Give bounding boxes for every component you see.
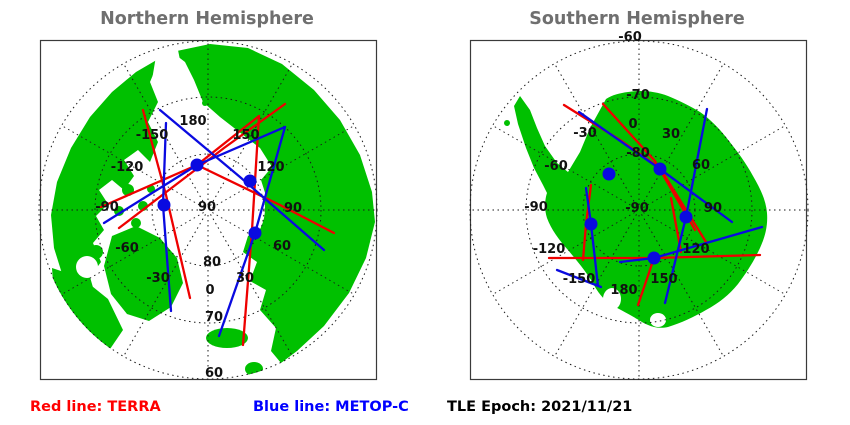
longitude-label: 90	[284, 201, 302, 216]
latitude-label: 90	[198, 200, 216, 215]
south-map: 0 30 60 90 120 150 180 -150 -120 -90 -60 -30 -60 -70 -…	[469, 30, 809, 381]
satellite-position-dot	[653, 162, 667, 176]
land-iceland	[206, 328, 248, 348]
sea-shelf-bite	[650, 313, 666, 327]
land-island	[248, 109, 254, 115]
land-island	[202, 100, 208, 106]
longitude-label: -120	[111, 160, 144, 175]
sea-bering-strait	[152, 40, 186, 112]
land-island	[224, 104, 232, 112]
longitude-label: -150	[563, 272, 596, 287]
longitude-label: 0	[205, 283, 214, 298]
south-satellite-tracks	[547, 102, 764, 307]
longitude-label: -60	[115, 241, 139, 256]
latitude-label: -70	[626, 88, 650, 103]
legend-red-line: Red line: TERRA	[30, 399, 161, 415]
terra-ground-track	[195, 163, 336, 235]
south-map-title: Southern Hemisphere	[529, 9, 745, 29]
longitude-label: 150	[650, 272, 677, 287]
satellite-position-dot	[679, 210, 693, 224]
longitude-label: -150	[136, 128, 169, 143]
north-grid-labels: 180 150 120 90 60 30 0 -30 -60 -90 -120 -150 90 80 70 6…	[95, 114, 302, 381]
latitude-circle	[525, 96, 753, 324]
land-island	[89, 245, 103, 259]
north-graticule	[38, 40, 378, 380]
land-island	[504, 120, 510, 126]
terra-ground-track	[601, 102, 697, 232]
terra-ground-track	[141, 108, 192, 300]
satellite-position-dot	[190, 158, 204, 172]
longitude-label: -90	[524, 200, 548, 215]
legend-tle-epoch: TLE Epoch: 2021/11/21	[447, 399, 632, 415]
north-landmasses	[51, 40, 375, 376]
latitude-label: 70	[205, 310, 223, 325]
longitude-label: 30	[236, 271, 254, 286]
longitude-label: -30	[573, 126, 597, 141]
latitude-circle	[38, 40, 378, 380]
satellite-position-dot	[248, 226, 262, 240]
terra-ground-track	[117, 102, 287, 230]
longitude-label: -90	[95, 200, 119, 215]
land-greenland	[104, 226, 183, 321]
longitude-label: 60	[692, 158, 710, 173]
latitude-label: 60	[205, 366, 223, 381]
longitude-label: -60	[544, 159, 568, 174]
north-map-title: Northern Hemisphere	[100, 9, 314, 29]
latitude-label: -60	[618, 30, 642, 45]
land-antarctica	[514, 91, 768, 328]
satellite-position-dot	[157, 198, 171, 212]
longitude-label: -30	[146, 271, 170, 286]
satellite-position-dot	[647, 251, 661, 265]
south-graticule	[469, 40, 809, 380]
north-satellite-tracks	[99, 102, 336, 347]
north-map: 180 150 120 90 60 30 0 -30 -60 -90 -120 -150 90 80 70 6…	[38, 39, 378, 381]
metopc-ground-track	[158, 108, 326, 252]
latitude-circle	[94, 96, 322, 324]
sea-hudson-bay	[76, 256, 98, 278]
longitude-label: 180	[179, 114, 206, 129]
land-island	[131, 218, 141, 228]
satellite-position-dot	[243, 174, 257, 188]
south-landmasses	[504, 91, 768, 328]
legend: Red line: TERRA Blue line: METOP-C TLE E…	[30, 399, 632, 415]
satellite-position-dot	[602, 167, 616, 181]
longitude-label: 30	[662, 127, 680, 142]
south-grid-labels: 0 30 60 90 120 150 180 -150 -120 -90 -60 -30 -60 -70 -…	[524, 30, 722, 298]
longitude-label: 60	[273, 239, 291, 254]
longitude-label: 120	[682, 242, 709, 257]
land-island	[282, 151, 290, 159]
land-island	[78, 234, 90, 246]
satellite-position-dot	[584, 217, 598, 231]
terra-ground-track	[636, 256, 656, 307]
land-north-america	[51, 58, 160, 307]
longitude-label: 180	[610, 283, 637, 298]
land-island	[114, 206, 124, 216]
latitude-label: 80	[203, 255, 221, 270]
legend-blue-line: Blue line: METOP-C	[253, 399, 409, 415]
latitude-circle	[469, 40, 809, 380]
land-eurasia	[172, 44, 375, 363]
longitude-label: 150	[232, 128, 259, 143]
longitude-label: 120	[257, 160, 284, 175]
latitude-label: -80	[626, 146, 650, 161]
sea-ross-bite	[603, 288, 621, 310]
metopc-ground-track	[555, 268, 603, 289]
longitude-label: 0	[628, 117, 637, 132]
latitude-label: -90	[625, 201, 649, 216]
longitude-label: -120	[533, 242, 566, 257]
longitude-label: 90	[704, 201, 722, 216]
